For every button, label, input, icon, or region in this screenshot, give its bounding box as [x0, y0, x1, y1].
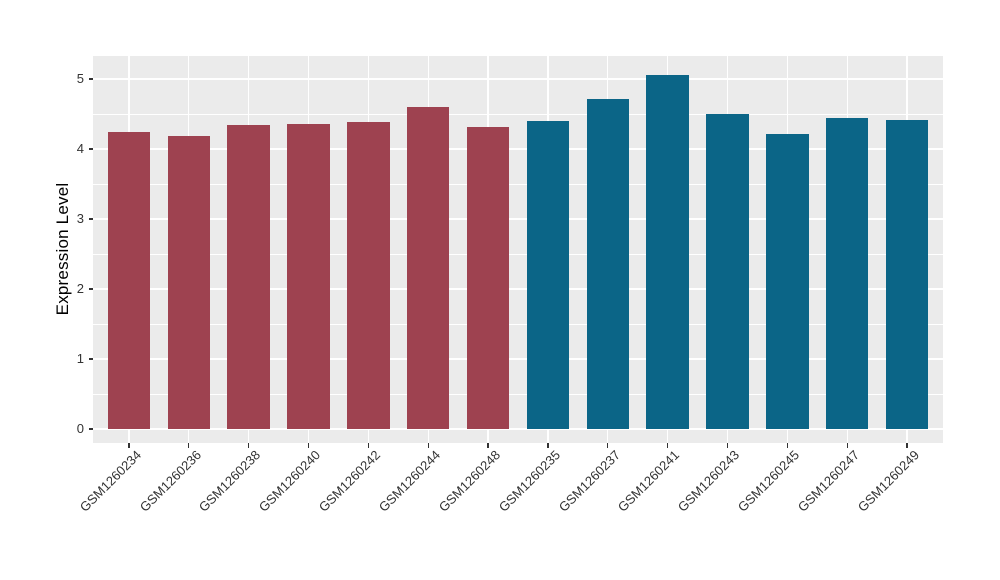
x-tick-label: GSM1260235 [495, 447, 563, 515]
gridline-h-major [93, 78, 943, 80]
y-tick-mark [88, 428, 93, 430]
bar [347, 122, 390, 429]
gridline-h-minor [93, 113, 943, 115]
x-tick-label: GSM1260247 [794, 447, 863, 515]
bar [107, 132, 151, 429]
gridline-h-major [93, 428, 943, 430]
x-tick-label: GSM1260237 [555, 447, 623, 515]
bar [287, 123, 330, 429]
y-tick-mark [88, 358, 93, 360]
x-tick-label: GSM1260242 [315, 447, 384, 515]
bar [526, 121, 570, 429]
x-tick-mark [307, 443, 310, 448]
bar [826, 118, 869, 429]
x-tick-mark [128, 443, 130, 448]
x-tick-label: GSM1260249 [854, 447, 922, 515]
gridline-h-minor [93, 183, 943, 185]
y-tick-label: 3 [76, 211, 84, 226]
y-tick-label: 0 [76, 421, 84, 436]
x-tick-mark [846, 443, 848, 448]
gridline-h-major [93, 288, 943, 290]
plot-panel [93, 56, 943, 443]
x-tick-mark [906, 443, 908, 448]
y-tick-mark [88, 78, 93, 80]
y-tick-mark [88, 288, 93, 290]
gridline-h-minor [93, 323, 943, 325]
bar [586, 98, 629, 429]
x-tick-mark [786, 443, 788, 448]
y-tick-mark [88, 218, 93, 220]
bar [766, 134, 809, 429]
gridline-h-minor [93, 393, 943, 395]
x-tick-mark [607, 443, 609, 448]
x-tick-label: GSM1260234 [76, 447, 144, 515]
y-tick-label: 4 [76, 141, 84, 156]
bar [227, 125, 270, 429]
x-tick-label: GSM1260236 [136, 447, 204, 515]
bar [646, 74, 689, 429]
y-tick-mark [88, 148, 93, 150]
x-tick-label: GSM1260243 [675, 447, 743, 515]
bar [885, 120, 929, 429]
bar [407, 107, 450, 429]
gridline-h-major [93, 148, 943, 150]
y-tick-label: 1 [76, 351, 84, 366]
gridline-h-minor [93, 253, 943, 255]
x-tick-mark [487, 443, 489, 448]
gridline-h-major [93, 218, 943, 220]
bar [706, 114, 749, 429]
x-tick-mark [726, 443, 729, 448]
bar [167, 135, 210, 429]
x-tick-mark [427, 443, 429, 448]
bar [466, 127, 510, 429]
gridline-h-major [93, 358, 943, 360]
x-tick-label: GSM1260245 [734, 447, 803, 515]
x-tick-mark [188, 443, 190, 448]
x-tick-mark [667, 443, 669, 448]
y-tick-label: 5 [76, 71, 84, 86]
x-tick-label: GSM1260240 [256, 447, 324, 515]
x-tick-label: GSM1260248 [435, 447, 503, 515]
x-tick-label: GSM1260241 [615, 447, 683, 515]
x-tick-label: GSM1260244 [375, 447, 444, 515]
x-tick-mark [547, 443, 549, 448]
x-tick-label: GSM1260238 [196, 447, 264, 515]
x-tick-mark [367, 443, 369, 448]
y-tick-label: 2 [76, 281, 84, 296]
x-tick-mark [248, 443, 250, 448]
